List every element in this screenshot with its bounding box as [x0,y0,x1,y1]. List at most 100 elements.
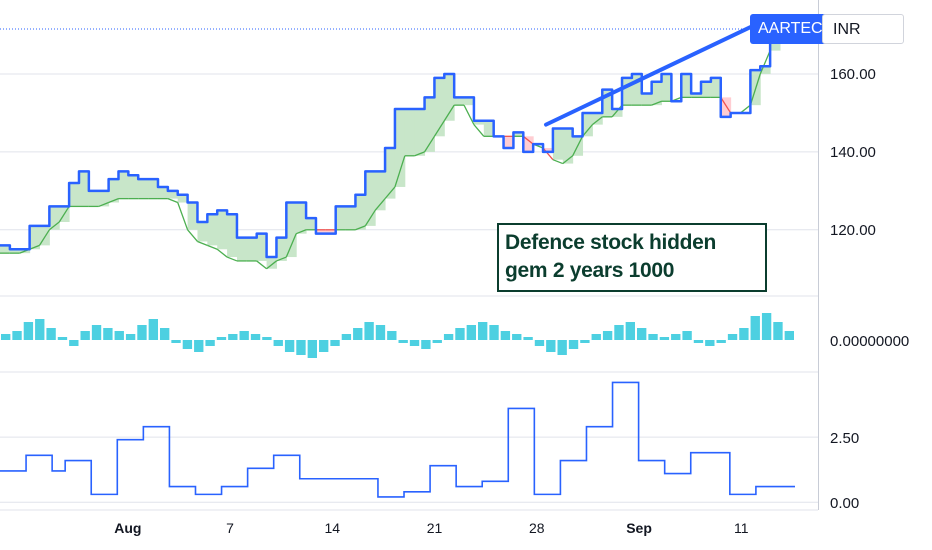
trailing-stop-fill-up [9,249,21,254]
trailing-stop-segment [98,201,109,208]
oscillator-tick-label: 0.00000000 [830,333,909,350]
trailing-stop-fill-up [414,109,426,156]
trailing-stop-segment [355,225,366,231]
trailing-stop-fill-down [720,97,732,117]
oscillator-bar [296,340,306,355]
oscillator-bar [341,334,352,340]
oscillator-bar [500,331,511,340]
trailing-stop-fill-up [88,190,100,207]
oscillator-bar [716,340,726,343]
volume-ratio-line [0,381,795,498]
oscillator-bar [171,340,181,343]
trailing-stop-segment [433,120,445,137]
trailing-stop-fill-up [236,237,248,261]
trailing-stop-segment [384,186,396,200]
oscillator-bar [512,334,522,340]
trailing-stop-fill-up [661,74,672,102]
trailing-stop-fill-up [49,206,60,230]
trailing-stop-segment [177,202,189,231]
trailing-stop-fill-up [177,194,189,203]
oscillator-bar [398,340,408,343]
oscillator-bar [602,331,613,340]
trailing-stop-fill-up [622,77,633,106]
date-tick-label: 11 [734,520,749,536]
trailing-stop-fill-up [710,77,722,98]
oscillator-bar [103,328,113,340]
oscillator-bar [1,334,11,340]
trailing-stop-fill-up [207,214,218,246]
trailing-stop-fill-up [286,202,297,258]
oscillator-bar [35,319,45,340]
oscillator-bar [455,328,465,340]
trailing-stop-fill-up [128,175,139,199]
oscillator-bar [534,340,545,346]
trailing-stop-segment [29,244,40,250]
trailing-stop-fill-up [108,179,119,203]
trailing-stop-fill-up [464,97,475,106]
trailing-stop-fill-up [394,109,406,187]
trailing-stop-segment [424,135,435,153]
trailing-stop-fill-up [631,74,643,106]
trailing-stop-fill-up [118,171,129,199]
trailing-stop-segment [187,229,198,242]
trailing-stop-fill-up [365,171,376,226]
oscillator-bar [523,337,533,340]
oscillator-bar [353,328,363,340]
trailing-stop-segment [256,260,267,270]
oscillator-bar [80,331,90,340]
trailing-stop-fill-up [473,120,485,125]
oscillator-bar [727,334,738,340]
trailing-stop-fill-up [444,74,455,121]
trailing-stop-fill-up [187,202,198,230]
currency-badge[interactable]: INR [822,14,904,44]
oscillator-bar [182,340,193,349]
oscillator-bar [387,331,397,340]
oscillator-bar [557,340,567,355]
trailing-stop-fill-down [523,136,534,152]
date-tick-label: 21 [427,520,443,536]
oscillator-bar [614,325,624,340]
trailing-stop-segment [473,124,485,137]
trailing-stop-fill-up [167,190,179,199]
trailing-stop-fill-up [246,237,258,261]
trailing-stop-segment [582,124,593,137]
date-tick-label: 28 [529,520,545,536]
trailing-stop-fill-up [345,206,356,230]
oscillator-bar [659,337,670,340]
trailing-stop-segment [197,240,208,246]
oscillator-bar [273,340,283,346]
trailing-stop-fill-up [78,171,90,207]
trailing-stop-fill-up [582,112,593,137]
trailing-stop-fill-down [543,148,554,152]
oscillator-bar [23,322,34,340]
oscillator-bar [364,322,374,340]
trailing-stop-fill-up [681,74,692,98]
oscillator-bar [739,328,749,340]
trailing-stop-segment [38,229,50,246]
trailing-stop-fill-up [701,81,712,98]
oscillator-bar [443,334,454,340]
oscillator-bar [69,340,79,346]
trailing-stop-fill-up [197,222,208,242]
trailing-stop-segment [720,97,732,114]
oscillator-bar [421,340,431,349]
trailing-stop-fill-up [256,233,268,261]
oscillator-bar [432,340,442,343]
oscillator-bar [307,340,317,358]
trailing-stop-segment [592,116,603,126]
trailing-stop-fill-up [612,109,623,117]
trailing-stop-fill-up [276,237,287,261]
oscillator-bar [784,331,794,340]
trailing-stop-fill-up [483,120,495,137]
trailing-stop-segment [108,198,119,204]
trailing-stop-fill-up [306,218,317,230]
oscillator-bar [671,334,681,340]
oscillator-bar [466,325,476,340]
oscillator-bar [216,337,227,340]
trailing-stop-fill-up [29,225,40,250]
trailing-stop-fill-up [760,66,771,74]
trailing-stop-segment [48,221,60,231]
trailing-stop-fill-down [503,136,514,148]
oscillator-bar [478,322,488,340]
